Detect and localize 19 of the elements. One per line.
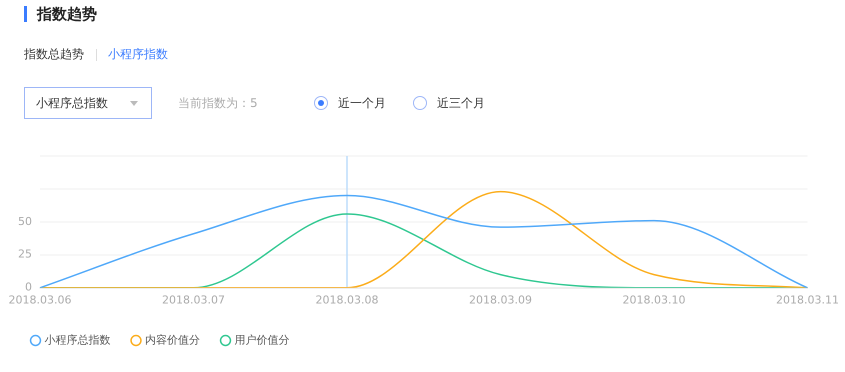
y-tick-label: 50 xyxy=(18,214,32,228)
text: 当前指数为：5 xyxy=(178,95,258,112)
x-tick-label: 2018.03.08 xyxy=(316,293,378,306)
x-tick-label: 2018.03.07 xyxy=(162,293,225,306)
chart-title: 指数趋势 xyxy=(24,5,97,23)
x-tick-label: 2018.03.10 xyxy=(622,293,686,306)
x-tick-label: 2018.03.09 xyxy=(469,293,532,306)
text: 小程序总指数 xyxy=(36,95,108,112)
legend-label: 用户价值分 xyxy=(234,333,290,346)
text: 小程序指数 xyxy=(108,46,168,63)
text: 指数总趋势 xyxy=(24,46,84,63)
x-tick-label: 2018.03.11 xyxy=(776,293,839,306)
x-tick-label: 2018.03.06 xyxy=(8,293,72,306)
y-tick-label: 25 xyxy=(18,248,32,261)
text: 近三个月 xyxy=(437,95,485,112)
y-tick-label: 0 xyxy=(24,280,32,294)
text: 近一个月 xyxy=(338,95,386,112)
legend-label: 内容价值分 xyxy=(145,333,200,346)
legend-label: 小程序总指数 xyxy=(44,333,110,346)
